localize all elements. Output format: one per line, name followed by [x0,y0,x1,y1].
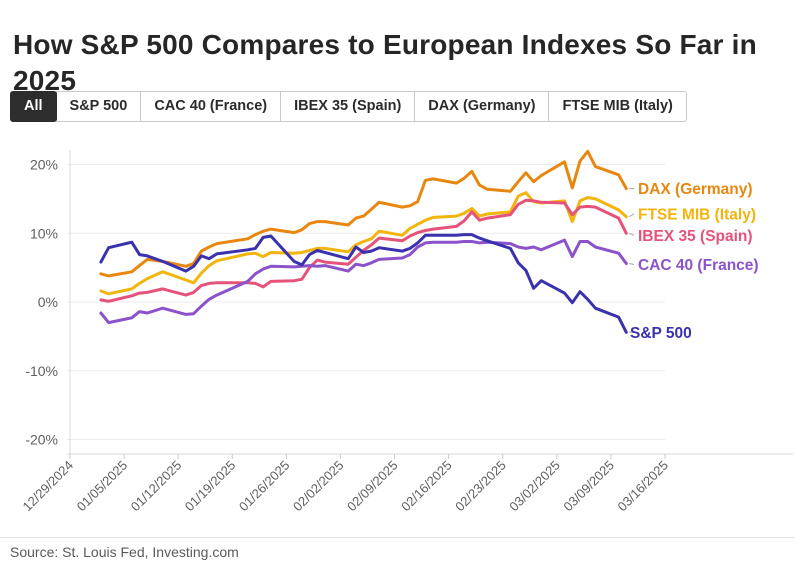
source-note: Source: St. Louis Fed, Investing.com [10,544,239,560]
x-tick-label: 01/05/2025 [74,458,131,515]
series-line [99,233,628,334]
legend-label: DAX (Germany) [638,181,753,198]
x-tick-label: 01/26/2025 [236,458,293,515]
series-line [99,198,628,303]
x-tick-label: 01/12/2025 [128,458,185,515]
y-tick-label: -20% [25,432,58,448]
x-tick-label: 03/09/2025 [560,458,617,515]
tab-dax-germany[interactable]: DAX (Germany) [414,91,550,122]
x-tick-label: 01/19/2025 [182,458,239,515]
y-tick-label: 10% [30,225,58,241]
x-tick-label: 03/16/2025 [614,458,671,515]
legend-label: IBEX 35 (Spain) [638,228,753,245]
x-tick-label: 12/29/2024 [19,458,76,515]
x-tick-label: 02/09/2025 [344,458,401,515]
legend-leader [628,213,635,218]
x-tick-label: 02/02/2025 [290,458,347,515]
y-tick-label: 20% [30,157,58,173]
x-tick-label: 03/02/2025 [506,458,563,515]
legend-leader [629,232,635,236]
legend-label: FTSE MIB (Italy) [638,206,756,223]
tab-s-p-500[interactable]: S&P 500 [55,91,142,122]
series-line [99,149,628,278]
x-tick-label: 02/16/2025 [398,458,455,515]
series-line [99,238,628,325]
y-tick-label: 0% [38,294,58,310]
legend-label: S&P 500 [630,325,692,342]
legend-leader [629,262,635,266]
footer-divider [0,537,795,538]
series-line [99,191,628,296]
tab-ibex-35-spain[interactable]: IBEX 35 (Spain) [280,91,416,122]
index-tabs: All S&P 500 CAC 40 (France) IBEX 35 (Spain)… [10,91,687,122]
page-title: How S&P 500 Compares to European Indexes… [13,28,757,96]
tab-ftse-mib-italy[interactable]: FTSE MIB (Italy) [548,91,687,122]
legend-label: CAC 40 (France) [638,257,759,274]
tab-all[interactable]: All [10,91,57,122]
y-tick-label: -10% [25,363,58,379]
x-tick-label: 02/23/2025 [452,458,509,515]
tab-cac-40-france[interactable]: CAC 40 (France) [140,91,282,122]
